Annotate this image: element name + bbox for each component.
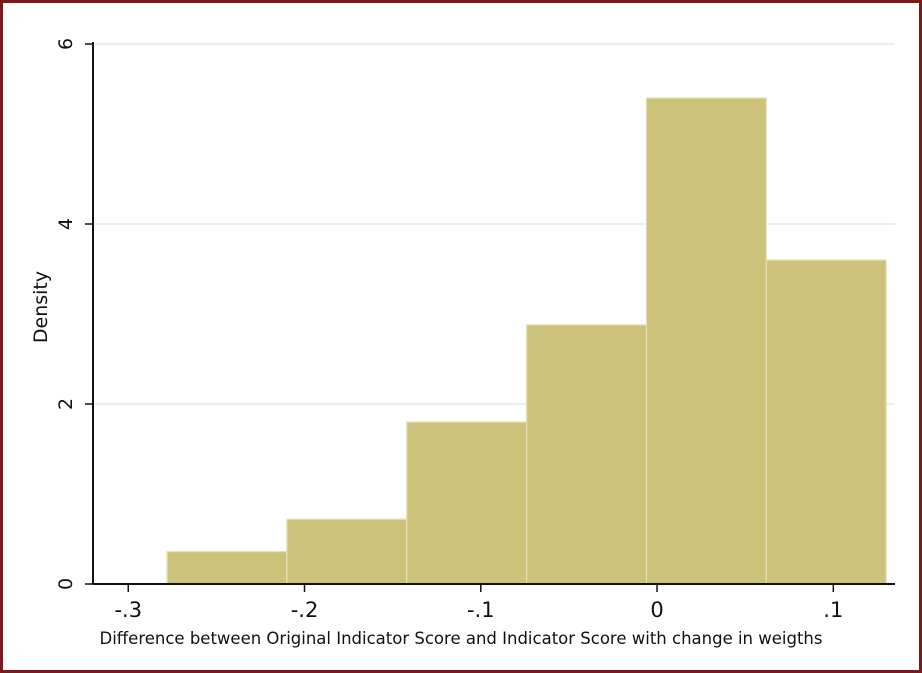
histogram-bar — [526, 324, 648, 585]
histogram-bar — [166, 550, 288, 585]
histogram-bar — [286, 518, 408, 585]
y-axis-label: Density — [30, 271, 52, 343]
histogram-bars — [166, 97, 887, 585]
y-tick-label: 6 — [55, 38, 77, 50]
x-tick-label: -.1 — [467, 598, 495, 622]
y-tick-label: 4 — [55, 218, 77, 230]
histogram-bar — [645, 97, 767, 585]
x-axis-ticks: -.3 -.2 -.1 0 .1 — [114, 584, 843, 622]
y-axis-ticks: 0 2 4 6 — [55, 38, 93, 590]
y-tick-label: 0 — [55, 578, 77, 590]
histogram-bar — [406, 421, 528, 585]
x-tick-label: .1 — [823, 598, 843, 622]
histogram-bar — [765, 259, 887, 585]
x-tick-label: -.2 — [291, 598, 319, 622]
y-tick-label: 2 — [55, 398, 77, 410]
x-tick-label: 0 — [650, 598, 663, 622]
x-axis-label: Difference between Original Indicator Sc… — [100, 629, 823, 648]
x-tick-label: -.3 — [114, 598, 142, 622]
axes — [92, 42, 895, 585]
